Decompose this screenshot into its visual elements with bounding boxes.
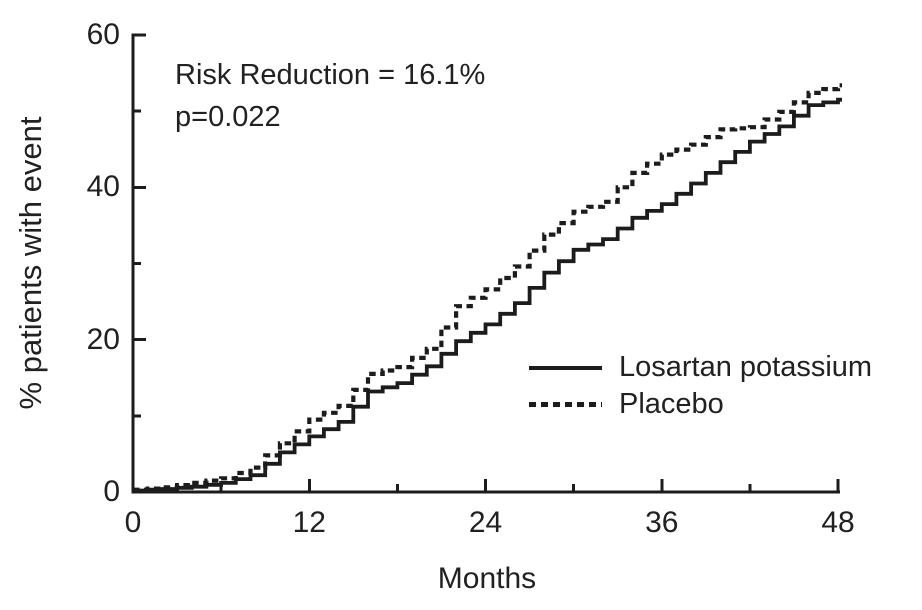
- y-tick-label-20: 20: [86, 322, 120, 356]
- y-tick-label-0: 0: [103, 475, 120, 508]
- placebo-line-sample-icon: [529, 402, 602, 407]
- legend: Losartan potassium Placebo: [529, 349, 872, 423]
- legend-label-losartan: Losartan potassium: [619, 351, 873, 383]
- p-value-text: p=0.022: [175, 101, 281, 133]
- x-tick-label-0: 0: [124, 506, 142, 539]
- annotation-block: Risk Reduction = 16.1% p=0.022: [175, 54, 485, 138]
- y-tick-label-40: 40: [86, 170, 120, 204]
- x-tick-label-36: 36: [645, 506, 679, 539]
- x-tick-label-48: 48: [821, 506, 855, 539]
- y-axis-title: % patients with event: [13, 116, 48, 410]
- y-tick-label-60: 60: [86, 18, 120, 51]
- x-tick-label-12: 12: [292, 506, 326, 539]
- placebo-curve: [133, 83, 842, 492]
- x-tick-label-24: 24: [468, 506, 503, 539]
- losartan-line-sample-icon: [529, 365, 602, 370]
- losartan-curve: [133, 97, 842, 493]
- legend-label-placebo: Placebo: [619, 388, 724, 420]
- legend-item-placebo: Placebo: [529, 386, 872, 423]
- risk-reduction-text: Risk Reduction = 16.1%: [175, 59, 486, 91]
- legend-item-losartan: Losartan potassium: [529, 349, 872, 386]
- x-axis-title: Months: [437, 562, 537, 595]
